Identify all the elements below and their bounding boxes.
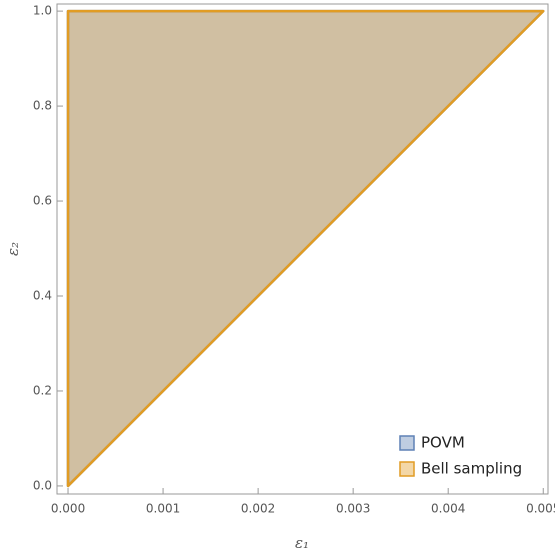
x-tick-label: 0.002 xyxy=(241,502,275,516)
legend-label: Bell sampling xyxy=(421,460,522,478)
y-tick-label: 1.0 xyxy=(33,4,52,18)
x-axis-label: ε₁ xyxy=(295,534,309,552)
x-tick-label: 0.003 xyxy=(336,502,370,516)
y-axis-label: ε₂ xyxy=(4,242,22,256)
legend-swatch xyxy=(399,435,415,451)
y-tick-label: 0.8 xyxy=(33,99,52,113)
legend-label: POVM xyxy=(421,434,465,452)
x-tick-label: 0.005 xyxy=(526,502,555,516)
x-tick-label: 0.001 xyxy=(146,502,180,516)
plot-frame xyxy=(56,3,549,495)
region xyxy=(66,9,545,488)
y-tick-label: 0.4 xyxy=(33,289,52,303)
legend-swatch xyxy=(399,461,415,477)
x-tick-label: 0.000 xyxy=(51,502,85,516)
x-tick-label: 0.004 xyxy=(431,502,465,516)
y-tick-label: 0.0 xyxy=(33,478,52,492)
y-tick-label: 0.2 xyxy=(33,383,52,397)
y-tick-label: 0.6 xyxy=(33,194,52,208)
